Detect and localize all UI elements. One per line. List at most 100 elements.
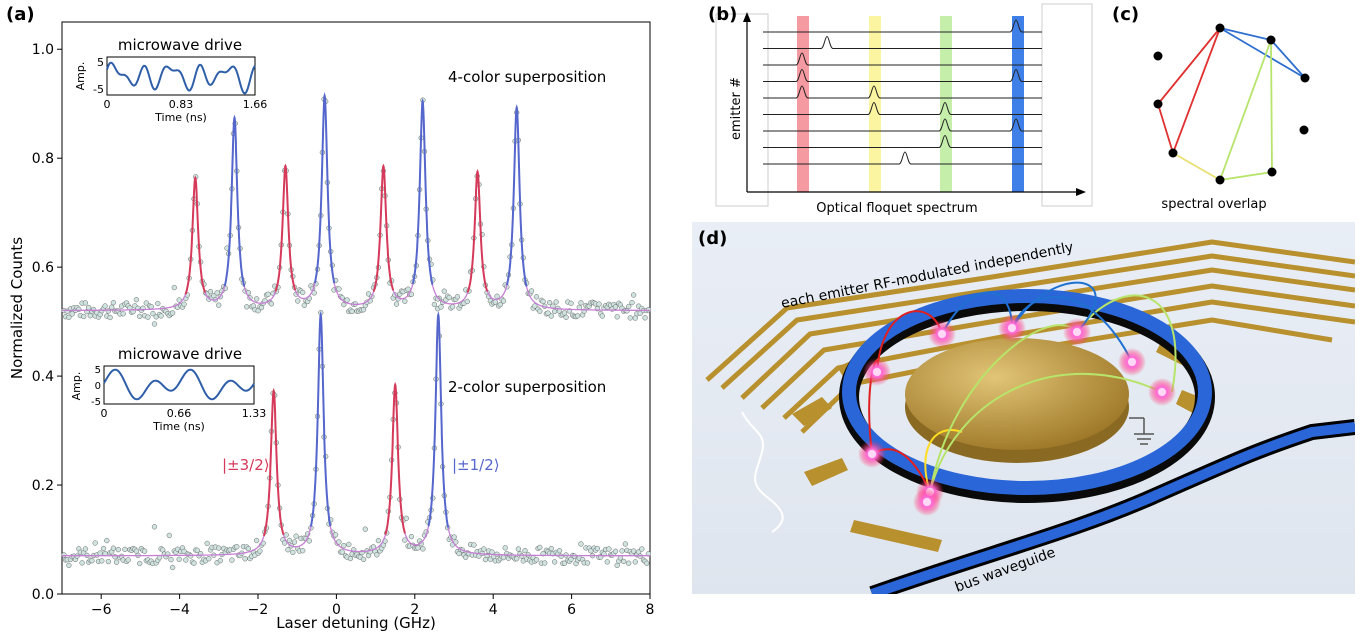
fit-curve [62,95,650,312]
data-point [66,562,72,569]
data-point [612,304,619,310]
data-point [537,544,543,551]
data-point [120,311,126,317]
data-point [151,321,158,327]
y-tick-label: 0.2 [32,478,54,494]
data-point [481,546,487,552]
arc-blue [1011,296,1133,363]
data-point [537,308,543,314]
data-point [122,546,128,553]
data-point [362,526,368,532]
x-tick-label: −2 [248,602,269,618]
data-point [150,310,156,317]
panel-d-label: (d) [698,228,728,249]
data-point [514,556,520,562]
panel-b: (b) emitter # Optical floquet spectrum [700,0,1100,220]
center-electrode [905,338,1129,450]
data-point [268,301,275,307]
data-point [402,298,408,304]
data-point [626,303,632,310]
data-point [594,545,601,552]
data-point [612,548,619,554]
panel-a: (a) −6 −4 −2 0 2 4 6 8 0.0 0.2 0.4 0.6 0.8 1.0 Laser… [0,0,660,639]
peak-curve [262,387,285,537]
data-point [446,294,452,301]
data-point [143,300,149,306]
data-point [166,532,172,539]
data-point [347,555,354,562]
data-point [97,550,103,556]
inset-top-ytick-5: 5 [97,56,104,69]
data-point [290,549,296,556]
graph-nodes [1153,23,1310,185]
emitter [1073,328,1081,336]
data-point [548,313,554,319]
bus-waveguide [870,422,1356,599]
emitter-trace [763,151,1042,165]
panel-a-label: (a) [6,4,35,25]
x-tick-label: −6 [91,602,112,618]
data-point [76,306,82,313]
overlap-edge [1270,39,1273,173]
data-point [471,542,477,548]
emitter-trace [763,19,1042,33]
x-tick-label: 6 [567,602,576,618]
b-x-arrow [1076,188,1086,196]
inset-top: microwave drive Amp. 5 -5 0 0.83 1.66 Ti… [74,36,267,124]
data-point [561,310,568,316]
data-point [494,293,500,299]
data-point [216,545,222,551]
graph-edges [1157,27,1306,181]
data-point [375,537,382,544]
data-point [542,560,548,566]
data-point [168,556,174,563]
data-point [632,315,638,321]
data-point [500,298,507,304]
data-point [285,547,291,553]
data-point [405,286,411,292]
data-point [604,559,610,565]
inset-top-title: microwave drive [118,36,242,54]
data-point [519,553,525,559]
overlap-edge [1172,152,1221,181]
panel-c: (c) spectral overlap [1100,0,1370,220]
data-point [546,299,553,306]
peak-curve [372,163,395,292]
data-point [341,542,347,549]
data-point [639,546,645,552]
data-point [408,533,415,540]
data-point [553,299,559,305]
inset-top-ylabel: Amp. [74,62,87,91]
data-point [336,286,342,292]
electrode-pad [792,397,832,426]
data-point [300,548,306,554]
data-point [176,556,182,562]
y-tick-label: 0.8 [32,151,54,167]
data-point [113,559,120,565]
data-point [360,556,367,563]
rf-signal-icon [741,411,784,533]
inset-bottom-xtick-mid: 0.66 [167,407,192,420]
data-point [110,300,117,306]
data-point [545,310,551,316]
data-point [403,515,410,521]
data-point [596,301,602,307]
data-point [102,303,108,309]
data-point [332,532,339,538]
data-point [606,546,612,552]
inset-bottom-ytick-neg5: -5 [91,397,101,408]
data-point [125,557,131,563]
data-point [110,545,117,551]
data-point [82,546,89,552]
data-point [109,304,115,310]
data-point [431,301,438,308]
panel-b-label: (b) [708,4,738,25]
data-point [497,301,503,308]
emitter [938,330,946,338]
data-point [242,556,248,562]
data-point [133,297,140,303]
data-point [214,290,220,296]
overlap-edge [1219,27,1306,79]
emitter [1128,358,1136,366]
data-point [578,300,584,306]
